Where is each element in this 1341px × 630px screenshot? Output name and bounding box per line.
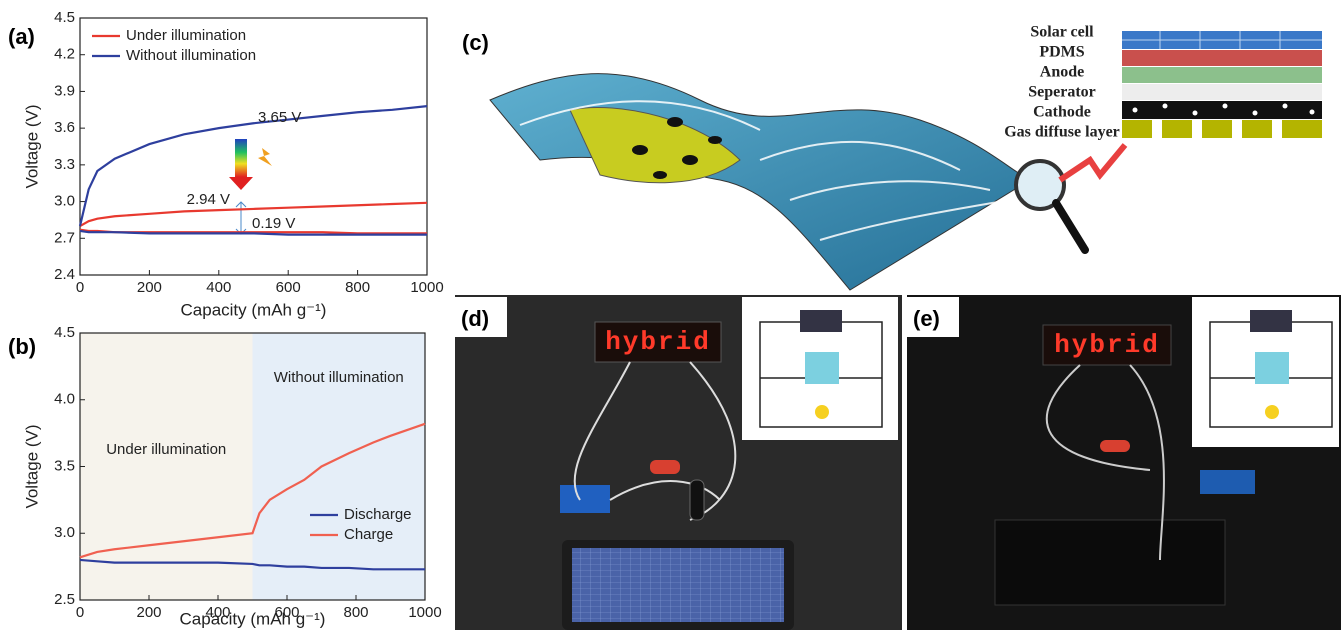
x-tick-label: 800	[345, 279, 370, 296]
x-tick-label: 0	[76, 604, 84, 621]
legend-label: Charge	[344, 526, 393, 543]
panel-label: (a)	[8, 24, 35, 49]
annotation: 3.65 V	[258, 109, 301, 126]
panel-label: (b)	[8, 334, 36, 359]
gradient-arrow	[235, 139, 247, 177]
layer-stack	[1122, 31, 1322, 138]
region	[80, 333, 253, 600]
gap-arrow	[236, 202, 246, 234]
x-tick-label: 600	[276, 279, 301, 296]
y-tick-label: 3.0	[54, 193, 75, 210]
region-label: Under illumination	[106, 441, 226, 458]
x-tick-label: 800	[343, 604, 368, 621]
x-axis-label: Capacity (mAh g⁻¹)	[181, 300, 327, 319]
led-display: hybrid	[605, 327, 711, 357]
region-label: Without illumination	[274, 369, 404, 386]
layer-label: Anode	[1040, 64, 1084, 81]
layer-label: Solar cell	[1030, 24, 1094, 41]
y-tick-label: 3.3	[54, 156, 75, 173]
y-tick-label: 2.7	[54, 229, 75, 246]
annotation: 0.19 V	[252, 215, 295, 232]
layer-label: Seperator	[1028, 84, 1096, 101]
x-tick-label: 400	[206, 279, 231, 296]
legend-label: Without illumination	[126, 47, 256, 64]
arrow-head	[229, 177, 253, 190]
legend-label: Under illumination	[126, 27, 246, 44]
x-tick-label: 1000	[410, 279, 443, 296]
y-tick-label: 4.5	[54, 9, 75, 26]
panel-label: (e)	[913, 306, 940, 331]
panel-label: (c)	[462, 30, 489, 55]
lightning	[258, 148, 272, 166]
led-display: hybrid	[1054, 330, 1160, 360]
figure: 2.4 2.7 3.0 3.3 3.6 3.9 4.2 4.5 0 200 400 600 800 100…	[0, 0, 1341, 630]
x-tick-label: 1000	[408, 604, 441, 621]
layer-label: PDMS	[1039, 44, 1084, 61]
x-tick-label: 200	[136, 604, 161, 621]
layer-label: Cathode	[1033, 104, 1091, 121]
y-tick-label: 3.0	[54, 524, 75, 541]
y-tick-label: 3.5	[54, 457, 75, 474]
y-tick-label: 3.9	[54, 82, 75, 99]
y-axis-label: Voltage (V)	[22, 424, 41, 508]
y-tick-label: 2.5	[54, 591, 75, 608]
legend-label: Discharge	[344, 506, 412, 523]
x-tick-label: 0	[76, 279, 84, 296]
y-tick-label: 3.6	[54, 119, 75, 136]
annotation: 2.94 V	[187, 191, 230, 208]
y-tick-label: 2.4	[54, 266, 75, 283]
x-axis-label: Capacity (mAh g⁻¹)	[180, 609, 326, 628]
panel-label: (d)	[461, 306, 489, 331]
layer-label: Gas diffuse layer	[1004, 124, 1120, 141]
y-tick-label: 4.2	[54, 46, 75, 63]
y-tick-label: 4.0	[54, 391, 75, 408]
y-axis-label: Voltage (V)	[22, 104, 41, 188]
x-tick-label: 200	[137, 279, 162, 296]
y-tick-label: 4.5	[54, 324, 75, 341]
